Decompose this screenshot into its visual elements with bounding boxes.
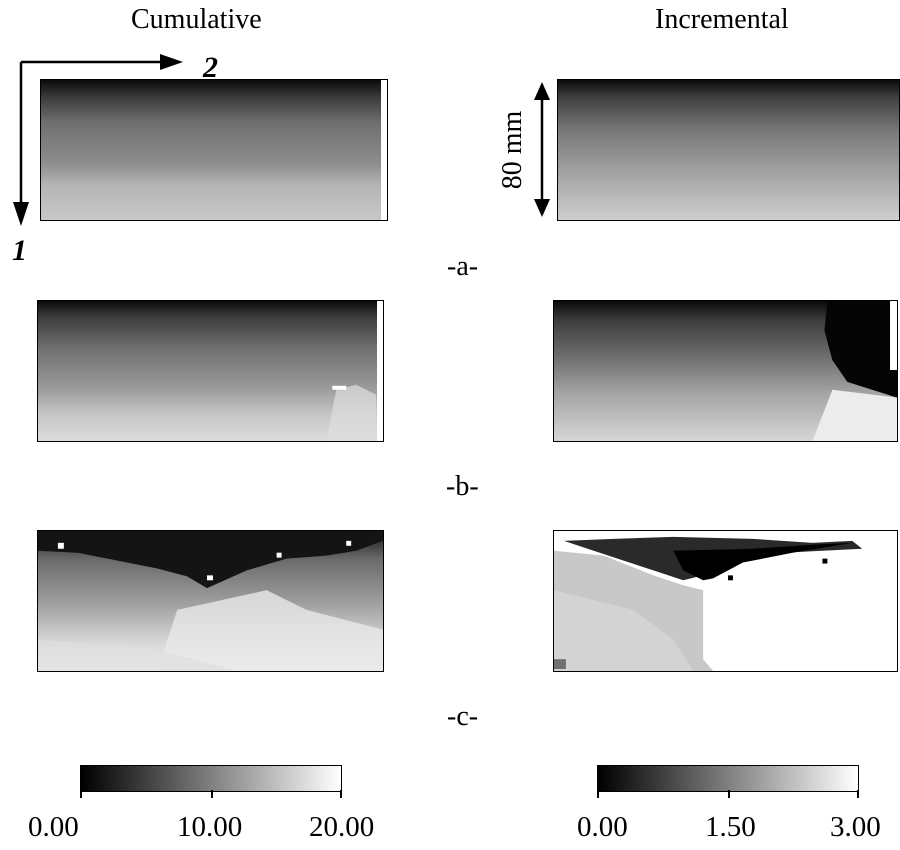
scale-label: 80 mm [497, 110, 528, 190]
incremental-tick-mark-0 [597, 790, 599, 798]
cumulative-colorbar [80, 765, 342, 792]
incremental-map-c [553, 530, 898, 672]
incremental-map-a [557, 79, 900, 221]
incremental-tick-mid: 1.50 [705, 811, 756, 843]
incremental-tick-mark-1 [728, 790, 730, 798]
scale-arrow [534, 82, 550, 217]
row-a-label: -a- [447, 251, 479, 282]
incremental-tick-mark-2 [857, 790, 859, 798]
row-b-label: -b- [446, 471, 479, 502]
incremental-title: Incremental [655, 4, 789, 35]
cumulative-tick-max: 20.00 [309, 811, 375, 843]
cumulative-title: Cumulative [131, 4, 262, 35]
direction-2-label: 2 [203, 51, 218, 84]
cumulative-map-a [40, 79, 388, 221]
cumulative-tick-min: 0.00 [28, 811, 79, 843]
incremental-tick-min: 0.00 [577, 811, 628, 843]
cumulative-tick-mid: 10.00 [177, 811, 243, 843]
direction-1-label: 1 [12, 234, 27, 267]
cumulative-tick-mark-2 [340, 790, 342, 798]
incremental-map-b [553, 300, 898, 442]
cumulative-tick-mark-1 [211, 790, 213, 798]
cumulative-map-b [37, 300, 384, 442]
row-c-label: -c- [447, 701, 479, 732]
incremental-colorbar [597, 765, 859, 792]
axes-arrows [13, 54, 183, 226]
incremental-tick-max: 3.00 [830, 811, 881, 843]
cumulative-map-c [37, 530, 384, 672]
cumulative-tick-mark-0 [80, 790, 82, 798]
